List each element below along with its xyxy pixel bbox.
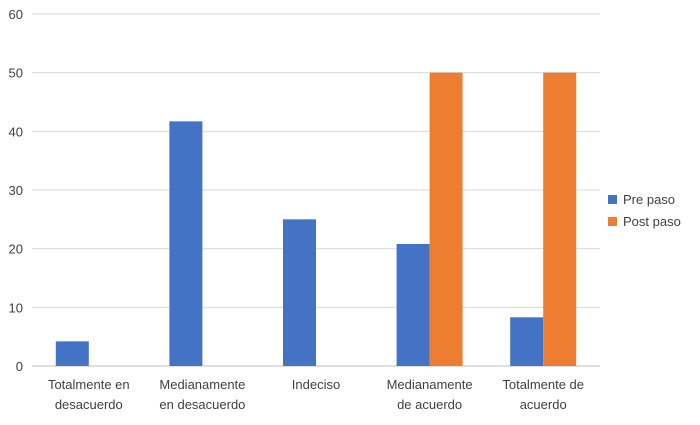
y-tick-label-0: 0 bbox=[16, 359, 23, 374]
bar-pre-paso-1 bbox=[169, 121, 203, 366]
bar-post-paso-4 bbox=[543, 72, 577, 367]
legend-item-post-paso: Post paso bbox=[608, 210, 681, 232]
x-tick-label-0-line-0: Totalmente en bbox=[48, 377, 130, 392]
y-tick-label-40: 40 bbox=[9, 124, 23, 139]
legend-label-pre-paso: Pre paso bbox=[623, 191, 676, 207]
y-tick-label-30: 30 bbox=[9, 183, 23, 198]
x-tick-label-4-line-1: acuerdo bbox=[520, 397, 567, 412]
y-tick-label-20: 20 bbox=[9, 242, 23, 257]
bar-post-paso-3 bbox=[429, 72, 463, 367]
x-tick-label-1-line-0: Medianamente bbox=[159, 377, 245, 392]
legend: Pre paso Post paso bbox=[608, 188, 681, 232]
legend-swatch-pre-paso bbox=[608, 194, 617, 204]
y-tick-label-50: 50 bbox=[9, 66, 23, 81]
legend-swatch-post-paso bbox=[608, 216, 617, 226]
x-tick-label-2-line-0: Indeciso bbox=[292, 377, 340, 392]
bar-pre-paso-2 bbox=[283, 219, 316, 366]
x-tick-label-3-line-0: Medianamente bbox=[387, 377, 473, 392]
bar-pre-paso-3 bbox=[396, 243, 430, 366]
bar-pre-paso-4 bbox=[510, 317, 544, 366]
legend-label-post-paso: Post paso bbox=[623, 213, 681, 229]
x-tick-label-3-line-1: de acuerdo bbox=[397, 397, 462, 412]
x-tick-label-4-line-0: Totalmente de bbox=[502, 377, 584, 392]
x-tick-label-1-line-1: en desacuerdo bbox=[159, 397, 245, 412]
y-tick-label-60: 60 bbox=[9, 7, 23, 22]
bar-pre-paso-0 bbox=[55, 341, 89, 366]
y-tick-label-10: 10 bbox=[9, 300, 23, 315]
legend-item-pre-paso: Pre paso bbox=[608, 188, 681, 210]
x-tick-label-0-line-1: desacuerdo bbox=[55, 397, 123, 412]
